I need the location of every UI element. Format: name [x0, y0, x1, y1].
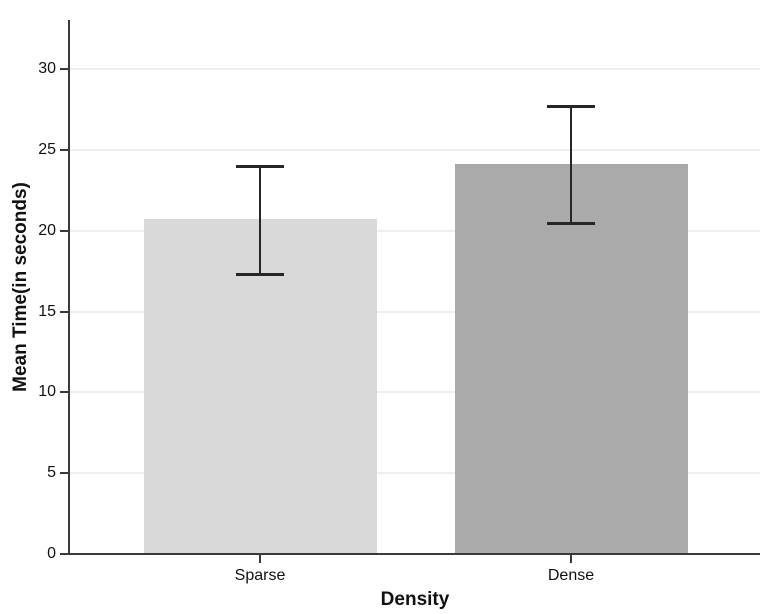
y-axis-tick	[60, 553, 68, 555]
x-axis-title: Density	[380, 589, 450, 610]
x-tick-label: Sparse	[234, 567, 286, 584]
bar-dense	[454, 164, 688, 554]
error-bar-cap-top	[236, 165, 284, 168]
y-tick-label: 30	[38, 60, 56, 77]
y-tick-label: 5	[47, 464, 56, 482]
error-bar-cap-bottom	[236, 273, 284, 277]
gridline	[70, 391, 760, 394]
error-bar-line	[259, 166, 261, 275]
gridline	[70, 472, 760, 475]
y-tick-label: 10	[38, 383, 56, 401]
gridline	[70, 68, 760, 70]
x-axis-tick	[570, 555, 572, 563]
y-tick-label: 20	[38, 221, 56, 239]
x-tick-label: Dense	[547, 567, 595, 584]
y-axis-tick	[60, 391, 68, 394]
y-tick-label: 0	[47, 545, 56, 562]
error-bar-cap-top	[547, 105, 595, 109]
y-tick-label: 15	[38, 302, 56, 320]
y-axis-line	[68, 20, 70, 555]
y-axis-tick	[60, 310, 68, 313]
y-axis-title: Mean Time(in seconds)	[10, 182, 31, 392]
y-axis-tick	[60, 472, 68, 475]
y-axis-tick	[60, 68, 68, 70]
y-tick-label: 25	[38, 140, 56, 158]
gridline	[70, 310, 760, 313]
gridline	[70, 148, 760, 151]
y-axis-tick	[60, 229, 68, 232]
x-axis-line	[68, 553, 760, 555]
y-axis-tick	[60, 148, 68, 151]
gridline	[70, 229, 760, 232]
error-bar-cap-bottom	[547, 221, 595, 225]
x-axis-tick	[259, 555, 261, 563]
error-bar-line	[570, 106, 572, 223]
